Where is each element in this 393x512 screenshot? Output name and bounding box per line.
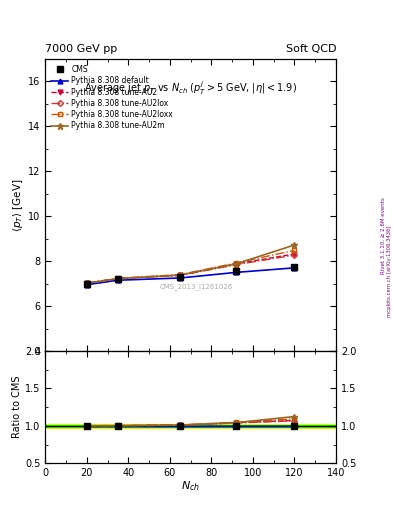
Text: 7000 GeV pp: 7000 GeV pp [45, 44, 118, 54]
Legend: CMS, Pythia 8.308 default, Pythia 8.308 tune-AU2, Pythia 8.308 tune-AU2lox, Pyth: CMS, Pythia 8.308 default, Pythia 8.308 … [49, 62, 175, 133]
Text: Soft QCD: Soft QCD [286, 44, 336, 54]
Y-axis label: $\langle p_T \rangle$ [GeV]: $\langle p_T \rangle$ [GeV] [11, 178, 25, 232]
Bar [45, 423, 336, 428]
Y-axis label: Ratio to CMS: Ratio to CMS [12, 376, 22, 438]
X-axis label: $N_{ch}$: $N_{ch}$ [181, 480, 200, 494]
Bar [45, 425, 336, 427]
Text: Average jet $p_T$ vs $N_{ch}$ ($p_T^j$$>$5 GeV, $|\eta|$$<$1.9): Average jet $p_T$ vs $N_{ch}$ ($p_T^j$$>… [84, 79, 297, 97]
Text: mcplots.cern.ch [arXiv:1306.3436]: mcplots.cern.ch [arXiv:1306.3436] [387, 226, 391, 317]
Text: Rivet 3.1.10, ≥ 2.6M events: Rivet 3.1.10, ≥ 2.6M events [381, 197, 386, 274]
Text: CMS_2013_I1261026: CMS_2013_I1261026 [160, 283, 233, 290]
